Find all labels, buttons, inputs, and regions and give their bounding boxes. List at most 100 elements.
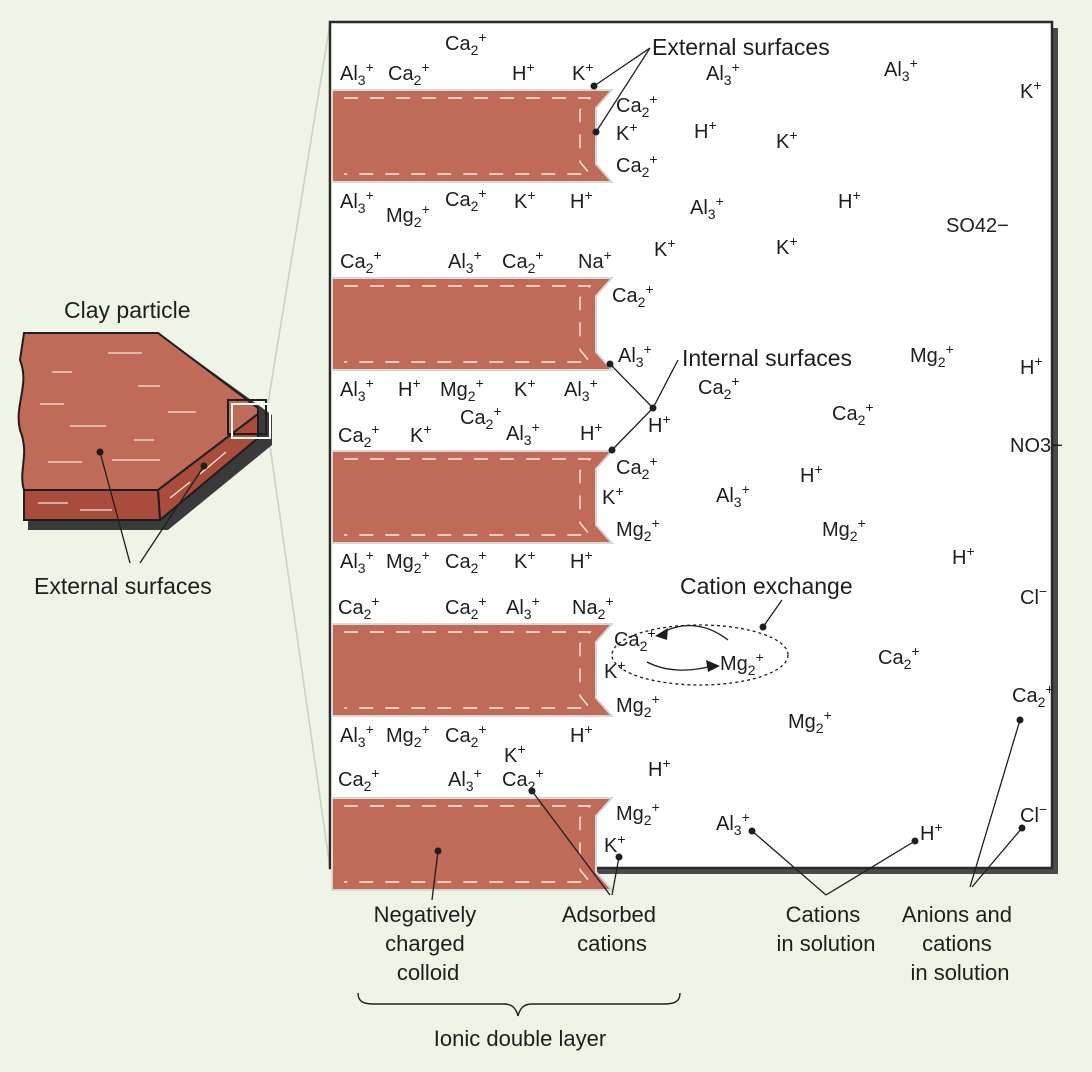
colloid-layer xyxy=(331,450,615,544)
colloid-charge-dashes xyxy=(344,458,592,536)
external-surfaces-top-label: External surfaces xyxy=(652,34,830,60)
pointer-dots xyxy=(434,82,1026,861)
colloid-layer xyxy=(331,277,615,371)
colloid-layers xyxy=(331,89,615,891)
ion-label: Al3+ xyxy=(564,375,598,404)
ion-label: H+ xyxy=(694,117,717,143)
ion-label: K+ xyxy=(572,59,594,85)
colloid-layer xyxy=(331,623,615,717)
ion-label: K+ xyxy=(410,421,432,447)
ion-label: Ca2+ xyxy=(445,29,487,58)
ion-label: Al3+ xyxy=(506,419,540,448)
ion-label: K+ xyxy=(604,657,626,683)
ion-label: Ca2+ xyxy=(338,765,380,794)
ion-label: Ca2+ xyxy=(698,373,740,402)
ion-label: Al3+ xyxy=(618,341,652,370)
exchange-arrowheads xyxy=(655,628,720,672)
ion-label: Al3+ xyxy=(690,193,724,222)
zoom-lines xyxy=(267,23,331,869)
ion-label: Mg2+ xyxy=(440,375,484,404)
clay-particle-label: Clay particle xyxy=(64,297,191,323)
ion-label: Al3+ xyxy=(340,721,374,750)
cation-exchange-ellipse xyxy=(611,624,789,686)
ion-label: K+ xyxy=(514,375,536,401)
ion-label: Na2+ xyxy=(572,593,614,622)
ion-label: H+ xyxy=(838,187,861,213)
ion-label: Al3+ xyxy=(448,247,482,276)
ion-label: Mg2+ xyxy=(822,515,866,544)
ion-label: Al3+ xyxy=(716,481,750,510)
ion-label: Ca2+ xyxy=(612,281,654,310)
ion-label: Ca2+ xyxy=(445,185,487,214)
ion-label: K+ xyxy=(514,547,536,573)
external-surfaces-left-label: External surfaces xyxy=(34,573,212,599)
ion-label: K+ xyxy=(1020,77,1042,103)
ion-label: H+ xyxy=(580,419,603,445)
zoom-box xyxy=(227,399,267,435)
ion-label: Ca2+ xyxy=(445,721,487,750)
ion-label: H+ xyxy=(512,59,535,85)
ion-label: K+ xyxy=(504,741,526,767)
ion-label: Mg2+ xyxy=(788,707,832,736)
ion-label: H+ xyxy=(1020,353,1043,379)
ion-label: Ca2+ xyxy=(1012,681,1054,710)
ion-label: H+ xyxy=(800,461,823,487)
ion-label: Al3+ xyxy=(706,59,740,88)
ion-label: K+ xyxy=(604,831,626,857)
ion-label: H+ xyxy=(570,187,593,213)
colloid-charge-dashes xyxy=(344,805,592,883)
clay-particle-streaks xyxy=(38,352,227,511)
ion-label: K+ xyxy=(776,233,798,259)
colloid-charge-dashes xyxy=(344,631,592,709)
colloid-layer xyxy=(331,89,615,183)
ion-label: Mg2+ xyxy=(616,691,660,720)
colloid-charge-dashes xyxy=(344,285,592,363)
clay-particle: Clay particle External surfaces xyxy=(17,297,272,599)
ionic-double-layer-brace xyxy=(357,992,681,1017)
ion-label: K+ xyxy=(776,127,798,153)
ion-label: Al3+ xyxy=(340,187,374,216)
ionic-double-layer-label: Ionic double layer xyxy=(434,1026,606,1051)
ion-label: Al3+ xyxy=(884,55,918,84)
ion-label: Ca2+ xyxy=(832,399,874,428)
ion-label: H+ xyxy=(920,819,943,845)
ion-label: Ca2+ xyxy=(340,247,382,276)
ion-label: SO42− xyxy=(946,215,1009,237)
ion-label: Na+ xyxy=(578,247,612,273)
cation-exchange-label: Cation exchange xyxy=(680,573,853,599)
ion-label: Mg2+ xyxy=(616,515,660,544)
ion-label: Cl− xyxy=(1020,583,1047,609)
ion-label: Al3+ xyxy=(340,59,374,88)
ion-label: Ca2+ xyxy=(616,151,658,180)
ion-label: Ca2+ xyxy=(460,403,502,432)
colloid-layer xyxy=(331,797,615,891)
ion-label: Ca2+ xyxy=(445,593,487,622)
pointer-lines xyxy=(431,47,1023,901)
ion-label: Ca2+ xyxy=(338,421,380,450)
ion-label: K+ xyxy=(602,483,624,509)
ion-label: H+ xyxy=(570,721,593,747)
ion-label: Ca2+ xyxy=(502,765,544,794)
ion-label: H+ xyxy=(952,543,975,569)
clay-particle-front-face xyxy=(23,489,162,521)
ion-label: Mg2+ xyxy=(386,547,430,576)
ion-label: H+ xyxy=(570,547,593,573)
ion-label: Ca2+ xyxy=(502,247,544,276)
ion-label: H+ xyxy=(648,755,671,781)
ion-label: Al3+ xyxy=(340,375,374,404)
ion-label: H+ xyxy=(648,411,671,437)
ion-label: Mg2+ xyxy=(910,341,954,370)
ion-label: K+ xyxy=(514,187,536,213)
internal-surfaces-label: Internal surfaces xyxy=(682,345,852,371)
magnified-panel: Ca2+Al3+ Ca2+ H+ K+ Al3+ Al3+K+Ca2+K+Ca2+H+K+… xyxy=(328,20,1063,901)
ion-label: Al3+ xyxy=(340,547,374,576)
ion-label: Ca2+ xyxy=(388,59,430,88)
ion-label: NO3− xyxy=(1010,435,1063,457)
ion-label: Mg2+ xyxy=(386,201,430,230)
ion-label: Al3+ xyxy=(506,593,540,622)
ion-label: Mg2+ xyxy=(386,721,430,750)
ion-label: K+ xyxy=(654,235,676,261)
colloid-charge-dashes xyxy=(344,97,592,175)
ion-label: Ca2+ xyxy=(338,593,380,622)
